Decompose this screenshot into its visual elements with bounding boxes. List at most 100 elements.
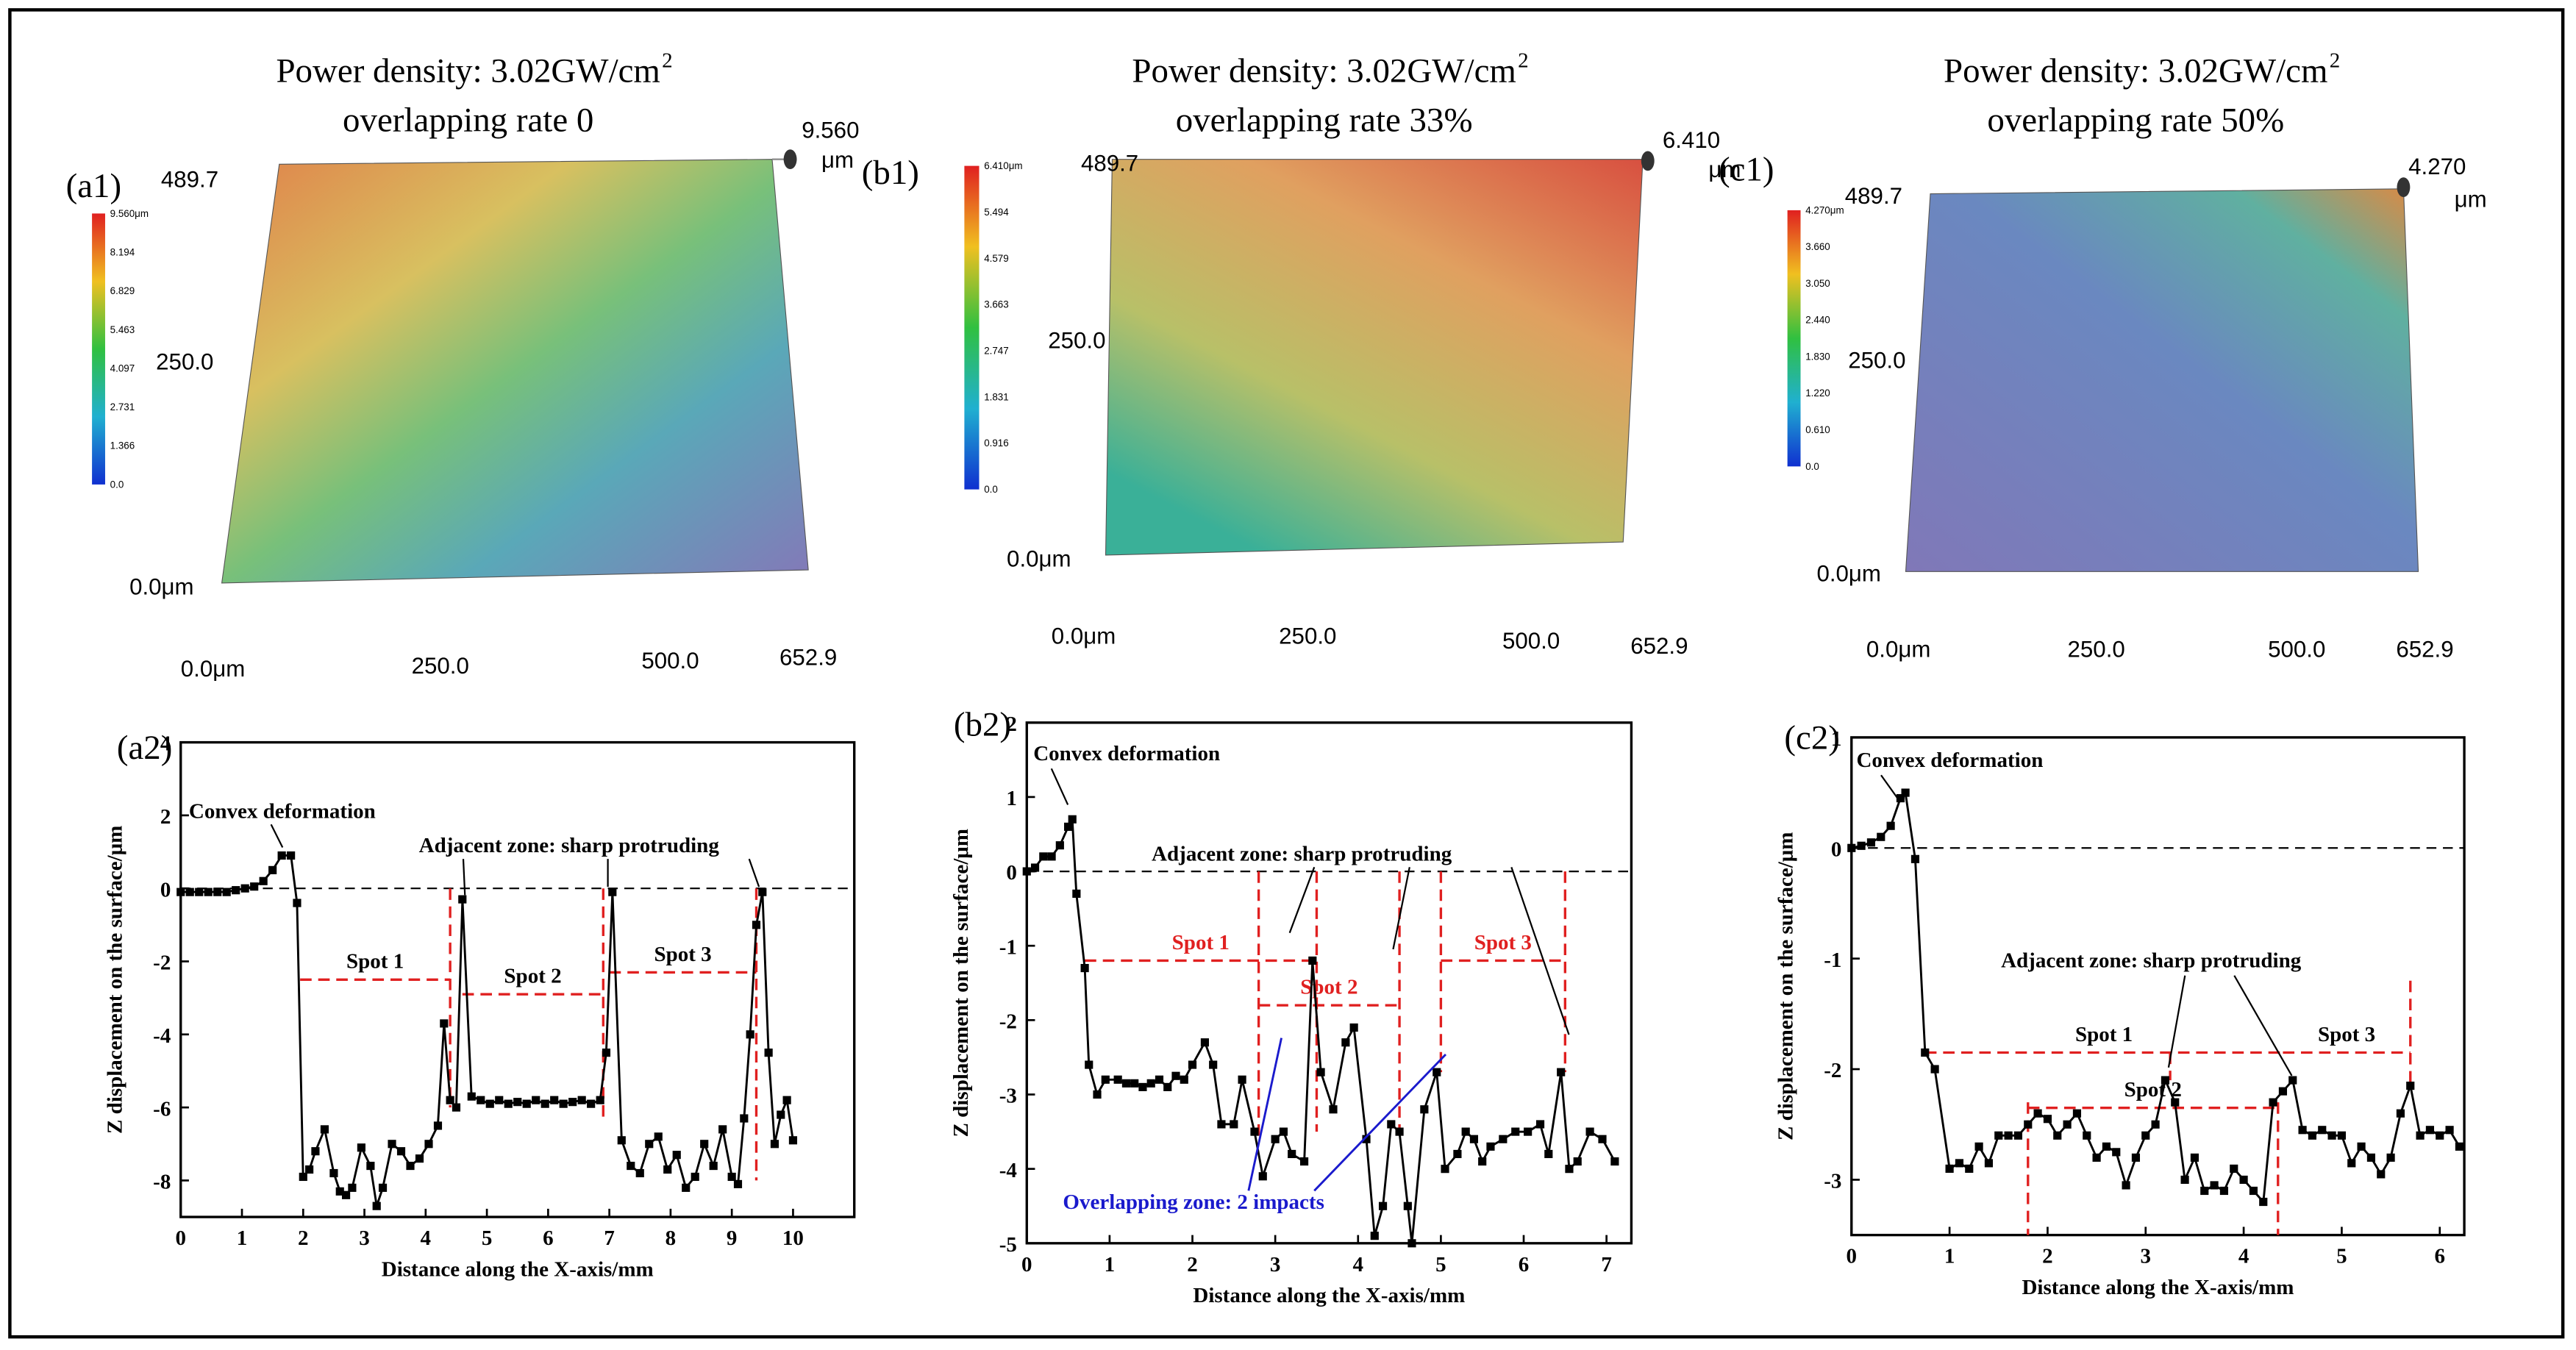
data-point	[372, 1201, 381, 1210]
data-point	[446, 1096, 454, 1104]
data-point	[2347, 1159, 2356, 1168]
data-point	[335, 1187, 344, 1196]
data-point	[1921, 1048, 1930, 1057]
data-point	[1101, 1075, 1110, 1084]
data-line	[180, 854, 794, 1207]
surface-map	[1905, 188, 2419, 572]
data-point	[176, 888, 185, 896]
data-point	[329, 1168, 338, 1178]
data-point	[1395, 1127, 1404, 1136]
x-tick-label: 2	[298, 1226, 309, 1250]
y-tick-label: -8	[153, 1171, 171, 1194]
x-tick-label: 4	[421, 1226, 432, 1250]
y-tick-label: 1	[1006, 787, 1017, 810]
colorbar-label: 3.660	[1805, 241, 1830, 252]
annotation-arrow	[2233, 975, 2293, 1076]
data-point	[2406, 1082, 2415, 1090]
data-point	[1080, 963, 1089, 973]
data-point	[433, 1121, 443, 1130]
data-point	[2004, 1131, 2013, 1140]
colorbar-label: 1.830	[1805, 351, 1830, 362]
data-point	[299, 1172, 307, 1182]
data-point	[2219, 1186, 2229, 1196]
data-point	[2308, 1131, 2317, 1140]
map-title: overlapping rate 33%	[1176, 101, 1473, 140]
map-y-label: 250.0	[1048, 328, 1105, 354]
spot-label: Spot 2	[1300, 976, 1357, 999]
data-point	[1420, 1105, 1429, 1114]
data-point	[1866, 838, 1876, 847]
annotation-arrow	[462, 859, 466, 896]
data-point	[709, 1161, 718, 1171]
x-tick-label: 4	[1353, 1253, 1364, 1276]
data-point	[195, 888, 204, 896]
x-tick-label: 5	[2336, 1245, 2347, 1268]
data-point	[1486, 1142, 1495, 1151]
x-tick-label: 2	[1187, 1253, 1198, 1276]
annotation: Overlapping zone: 2 impacts	[1063, 1190, 1324, 1214]
data-point	[1469, 1135, 1479, 1143]
data-point	[1113, 1075, 1122, 1084]
data-point	[1072, 889, 1081, 899]
spot-label: Spot 3	[1474, 931, 1532, 954]
data-point	[1433, 1068, 1441, 1076]
panel-label: (a1)	[66, 167, 122, 205]
x-axis-label: Distance along the X-axis/mm	[1193, 1284, 1465, 1307]
annotation-arrow	[1050, 768, 1069, 805]
colorbar-label: 0.0	[110, 479, 124, 490]
x-tick-label: 10	[782, 1226, 804, 1250]
map-x-label: 0.0μm	[181, 656, 246, 682]
y-tick-label: -2	[153, 951, 171, 975]
data-point	[1478, 1157, 1487, 1166]
data-point	[2171, 1098, 2180, 1107]
data-point	[2269, 1098, 2277, 1107]
data-point	[522, 1099, 531, 1108]
data-point	[452, 1103, 461, 1112]
data-point	[2092, 1153, 2101, 1162]
data-point	[1217, 1120, 1226, 1129]
map-max-unit: μm	[2455, 186, 2487, 212]
data-point	[587, 1099, 596, 1108]
colorbar-label: 0.0	[1805, 461, 1819, 472]
data-point	[311, 1147, 320, 1156]
data-point	[2131, 1153, 2141, 1162]
panel-label: (c1)	[1719, 151, 1774, 189]
data-point	[1329, 1105, 1338, 1114]
data-point	[1022, 867, 1031, 876]
x-tick-label: 9	[727, 1226, 738, 1250]
data-point	[1068, 815, 1077, 824]
data-point	[1370, 1232, 1379, 1240]
x-tick-label: 1	[1105, 1253, 1116, 1276]
data-point	[232, 886, 240, 895]
data-point	[1279, 1127, 1288, 1136]
data-point	[406, 1161, 415, 1171]
y-tick-label: 1	[1831, 727, 1842, 751]
data-point	[2024, 1120, 2033, 1129]
data-point	[1180, 1075, 1188, 1084]
annotation-arrow	[748, 858, 760, 888]
colorbar-label: 0.610	[1805, 424, 1830, 435]
data-line	[1851, 790, 2461, 1204]
colorbar-label: 4.579	[984, 253, 1009, 264]
data-point	[1130, 1079, 1139, 1088]
data-point	[378, 1183, 388, 1192]
map-x-label: 652.9	[779, 645, 837, 671]
data-point	[2366, 1153, 2376, 1162]
map-y-label: 250.0	[1848, 347, 1905, 373]
colorbar-label: 2.440	[1805, 315, 1830, 326]
data-point	[2200, 1186, 2209, 1196]
annotation-arrow	[2167, 975, 2186, 1068]
data-point	[577, 1096, 586, 1104]
data-point	[1499, 1135, 1508, 1143]
data-point	[2063, 1120, 2072, 1129]
annotation-arrow	[1313, 1053, 1447, 1192]
y-axis-label: Z displacement on the surface/μm	[949, 829, 973, 1137]
colorbar-label: 4.270μm	[1805, 204, 1844, 215]
y-tick-label: 2	[1006, 712, 1017, 736]
data-point	[2013, 1131, 2023, 1140]
map-x-label: 250.0	[1279, 624, 1336, 649]
data-point	[213, 888, 222, 896]
map-pin	[2397, 177, 2411, 198]
x-axis-label: Distance along the X-axis/mm	[382, 1257, 654, 1281]
spot-label: Spot 2	[504, 965, 561, 988]
